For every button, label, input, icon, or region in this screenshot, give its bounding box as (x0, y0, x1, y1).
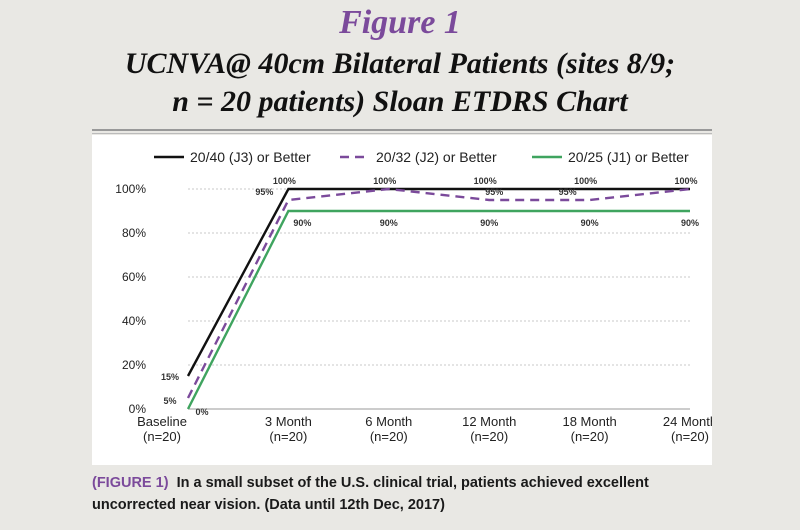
x-tick-sublabel: (n=20) (143, 429, 181, 444)
data-label: 90% (480, 218, 498, 228)
x-tick-label: 18 Month (562, 414, 616, 429)
x-tick-label: 6 Month (365, 414, 412, 429)
x-tick-sublabel: (n=20) (671, 429, 709, 444)
y-tick-label: 80% (122, 226, 146, 240)
data-label: 100% (474, 176, 497, 186)
data-label: 90% (681, 218, 699, 228)
x-tick-label: 3 Month (265, 414, 312, 429)
data-label: 95% (485, 187, 503, 197)
data-label: 100% (273, 176, 296, 186)
data-label: 90% (293, 218, 311, 228)
x-tick-sublabel: (n=20) (470, 429, 508, 444)
y-tick-label: 0% (129, 402, 147, 416)
data-label: 90% (581, 218, 599, 228)
legend-label-2: 20/32 (J2) or Better (376, 149, 497, 165)
x-tick-sublabel: (n=20) (269, 429, 307, 444)
x-tick-sublabel: (n=20) (370, 429, 408, 444)
title-divider-thin (92, 133, 712, 134)
y-tick-label: 20% (122, 358, 146, 372)
x-tick-label: Baseline (137, 414, 187, 429)
x-tick-sublabel: (n=20) (571, 429, 609, 444)
y-tick-label: 60% (122, 270, 146, 284)
chart-title-line-2: n = 20 patients) Sloan ETDRS Chart (172, 85, 628, 118)
line-chart: 0%20%40%60%80%100%Baseline(n=20)3 Month(… (115, 149, 712, 444)
title-divider (92, 129, 712, 131)
figure-caption: (FIGURE 1) In a small subset of the U.S.… (92, 472, 732, 516)
data-label: 15% (161, 372, 179, 382)
series-line-1 (186, 187, 690, 377)
y-tick-label: 100% (115, 182, 146, 196)
data-label: 5% (163, 396, 176, 406)
legend-label-1: 20/40 (J3) or Better (190, 149, 311, 165)
caption-tag: (FIGURE 1) (92, 475, 169, 491)
caption-text: In a small subset of the U.S. clinical t… (92, 475, 649, 513)
data-label: 100% (373, 176, 396, 186)
chart-panel: 0% 20% 40% 60% 80% 100% Baseline (n=20) 3 Month(… (92, 135, 712, 465)
data-label: 100% (674, 176, 697, 186)
series-line-2 (186, 187, 691, 399)
figure-label: Figure 1 (339, 4, 461, 41)
x-tick-label: 24 Month (663, 414, 712, 429)
data-label: 0% (195, 407, 208, 417)
data-label: 100% (574, 176, 597, 186)
y-tick-label: 40% (122, 314, 146, 328)
chart-title-line-1: UCNVA@ 40cm Bilateral Patients (sites 8/… (124, 47, 676, 80)
legend-label-3: 20/25 (J1) or Better (568, 149, 689, 165)
x-tick-label: 12 Month (462, 414, 516, 429)
data-label: 95% (255, 187, 273, 197)
data-label: 95% (559, 187, 577, 197)
data-label: 90% (380, 218, 398, 228)
series-line-3 (186, 209, 690, 410)
